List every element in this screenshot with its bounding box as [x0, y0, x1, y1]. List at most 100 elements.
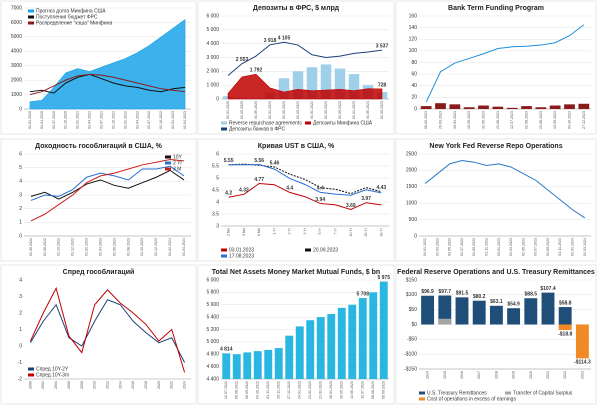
y-tick-label: 2: [19, 310, 22, 316]
data-label: 5 708: [356, 291, 369, 297]
bar: [243, 352, 252, 379]
y-tick-label: 100: [409, 48, 418, 54]
x-tick-label: 7 Yr: [333, 227, 337, 234]
x-tick-label: 03.01.2023: [497, 238, 501, 256]
series-line: [30, 169, 185, 200]
legend-swatch: [221, 121, 227, 125]
x-tick-label: 01.11.2023: [558, 238, 562, 256]
y-tick-label: 0: [414, 106, 417, 112]
chart-panel: Спред гособлигаций -2 -1 0 1 2 3 4 2000 2002 2004 2…: [0, 264, 197, 405]
x-tick-label: 19.04.2023: [453, 111, 457, 129]
x-tick-label: 01.09.2020: [254, 101, 258, 119]
y-tick-label: 4 800: [206, 352, 219, 358]
legend-label: Поступления бюджет ФРС: [36, 14, 98, 20]
x-tick-label: 08.03.2023: [424, 111, 428, 129]
x-tick-label: 01.02.2024: [168, 238, 172, 256]
x-tick-label: 01.01.2022: [123, 111, 127, 129]
legend-label: Transfer of Capital Surplus: [513, 390, 573, 396]
y-tick-label: 60: [411, 71, 417, 77]
legend-label: 2 Yr: [173, 160, 182, 166]
y-tick-label: 4: [19, 179, 22, 185]
x-tick-label: 01.07.2022: [460, 238, 464, 256]
x-tick-label: 01.05.2023: [366, 101, 370, 119]
data-label: 5 975: [377, 275, 390, 281]
y-tick-label: 4 600: [206, 364, 219, 370]
data-label: 728: [378, 82, 387, 88]
data-label: $80.2: [473, 294, 486, 300]
y-tick-label: 140: [409, 25, 418, 31]
bar: [455, 297, 469, 325]
bar: [472, 300, 486, 325]
x-tick-label: 01.09.2023: [546, 238, 550, 256]
data-label: 1 792: [250, 68, 263, 74]
data-label: 3.69: [346, 203, 356, 209]
data-label: $107.4: [540, 286, 556, 292]
x-tick-label: 21.03.2023: [319, 381, 323, 399]
bar: [578, 103, 590, 109]
x-tick-label: 01.05.2021: [282, 101, 286, 119]
x-tick-label: 01.10.2020: [64, 111, 68, 129]
x-tick-label: 01.03.2023: [509, 238, 513, 256]
x-tick-label: 01.03.2024: [583, 238, 587, 256]
bar: [278, 78, 290, 99]
x-tick-label: 16.05.2023: [340, 381, 344, 399]
bar: [334, 68, 346, 99]
chart-panel: New York Fed Reverse Repo Operations 0 500…: [395, 138, 597, 262]
y-tick-label: -1: [18, 360, 23, 366]
x-tick-label: 2017: [477, 371, 481, 379]
x-tick-label: 01.01.2023: [352, 101, 356, 119]
bar: [253, 351, 262, 379]
x-tick-label: 2020: [157, 381, 161, 389]
series-line: [29, 299, 186, 363]
series-line: [29, 73, 186, 94]
y-tick-label: 5 000: [206, 339, 219, 345]
legend-label: Прогноз долга Минфина США: [36, 8, 106, 14]
y-tick-label: -2: [18, 376, 23, 382]
x-tick-label: 02.08.2023: [524, 111, 528, 129]
x-tick-label: 2018: [494, 371, 498, 379]
x-tick-label: 3 Yr: [303, 227, 307, 234]
x-tick-label: 2022: [170, 381, 174, 389]
y-tick-label: 5 200: [206, 327, 219, 333]
data-label: 4.32: [239, 188, 249, 194]
data-label: 4 105: [278, 36, 291, 42]
x-tick-label: 27.12.2023: [582, 111, 586, 129]
x-tick-label: 13.06.2023: [350, 381, 354, 399]
y-tick-label: 7000: [11, 5, 22, 11]
x-tick-label: 21.02.2023: [308, 381, 312, 399]
chart-title: Total Net Assets Money Market Mutual Fun…: [212, 269, 380, 276]
x-tick-label: 2002: [41, 381, 45, 389]
x-tick-label: 24.01.2023: [298, 381, 302, 399]
y-tick-label: 40: [411, 83, 417, 89]
x-tick-label: 08.08.2023: [371, 381, 375, 399]
x-tick-label: 01.07.2021: [99, 111, 103, 129]
y-tick-label: 2000: [406, 168, 417, 174]
x-tick-label: 2012: [105, 381, 109, 389]
x-tick-label: 2024: [183, 381, 187, 389]
data-label: 4.43: [376, 185, 386, 191]
bar: [521, 106, 532, 109]
x-tick-label: 01.07.2020: [52, 111, 56, 129]
y-tick-label: 160: [409, 13, 418, 19]
legend-swatch: [28, 15, 34, 19]
chart-panel: Bank Term Funding Program 0 20 40 60 80 100 120…: [395, 0, 597, 135]
x-tick-label: 2016: [131, 381, 135, 389]
x-tick-label: 18.04.2023: [329, 381, 333, 399]
legend-label: Спред 10Y-2Y: [36, 366, 69, 372]
legend-swatch: [305, 248, 311, 252]
series-area: [227, 73, 383, 100]
x-tick-label: 2014: [426, 371, 430, 379]
data-label: $97.7: [439, 289, 452, 295]
bar: [507, 308, 521, 325]
y-tick-label: 2: [19, 206, 22, 212]
x-tick-label: 2020: [529, 371, 533, 379]
legend-swatch: [28, 373, 34, 377]
x-tick-label: 01.01.2022: [310, 101, 314, 119]
x-tick-label: 01.12.2022: [71, 238, 75, 256]
x-tick-label: 10.05.2023: [467, 111, 471, 129]
x-tick-label: 11.07.2023: [361, 381, 365, 399]
x-tick-label: 13.09.2023: [553, 111, 557, 129]
chart-panel: Federal Reserve Operations and U.S. Trea…: [395, 264, 597, 405]
legend-swatch: [505, 391, 511, 395]
chart-panel: Доходность гособлигаций в США, % 0 1 2 3 4 5 6 0…: [0, 138, 197, 262]
